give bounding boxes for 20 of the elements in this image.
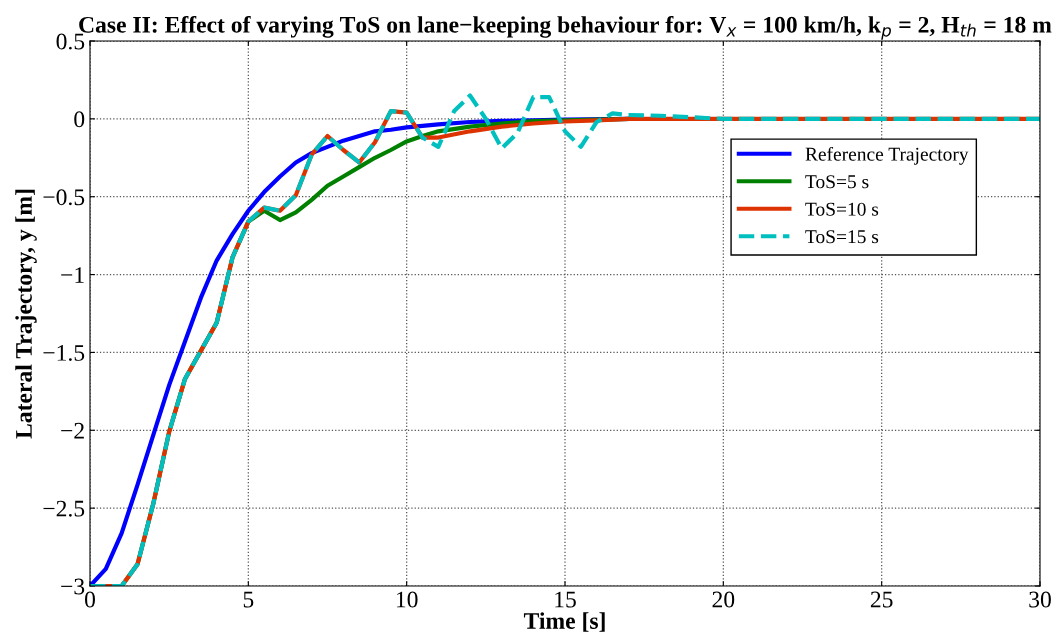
y-tick-label: 0 [74,111,85,128]
x-tick-label: 20 [712,591,735,608]
legend-label: ToS=15 s [805,230,879,244]
y-tick-label: −0.5 [43,189,85,206]
y-axis-title: Lateral Trajectory, y [m] [15,189,37,439]
y-tick-label: 0.5 [56,33,85,50]
y-tick-label: −1 [61,267,84,283]
x-axis-title: Time [s] [523,612,605,632]
x-tick-label: 30 [1029,591,1051,608]
x-tick-label: 10 [396,591,418,608]
y-tick-label: −2 [61,422,84,439]
x-tick-label: 15 [555,591,576,608]
y-tick-label: −2.5 [43,500,85,517]
legend-label: Reference Trajectory [805,146,969,165]
y-tick-label: −1.5 [43,345,85,361]
x-tick-label: 5 [243,591,254,608]
x-tick-label: 25 [870,591,893,608]
y-tick-label: −3 [61,578,85,595]
legend-label: ToS=5 s [805,175,869,189]
legend-label: ToS=10 s [805,202,879,216]
